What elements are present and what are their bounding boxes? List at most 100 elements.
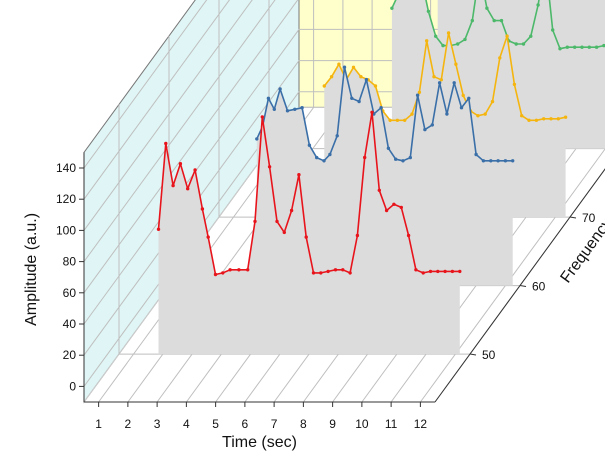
series-fill — [158, 112, 460, 355]
data-point — [326, 269, 330, 274]
data-point — [445, 112, 449, 116]
data-point — [255, 137, 259, 141]
chart-axes — [79, 152, 605, 407]
y-tick-label: 20 — [63, 348, 77, 362]
x-tick-label: 12 — [414, 417, 428, 431]
data-point — [425, 39, 429, 43]
data-point — [373, 84, 378, 88]
data-point — [359, 75, 363, 79]
data-point — [452, 81, 456, 85]
x-tick-label: 2 — [125, 417, 132, 431]
data-point — [237, 268, 241, 272]
data-point — [328, 152, 332, 157]
x-gridline — [419, 148, 605, 403]
data-point — [311, 271, 316, 275]
series-group — [255, 65, 515, 286]
data-point — [342, 65, 347, 69]
data-point — [315, 155, 319, 160]
data-point — [246, 268, 250, 272]
y-tick-label: 60 — [63, 286, 77, 300]
data-point — [563, 115, 568, 119]
data-point — [260, 115, 264, 119]
data-point — [401, 159, 405, 163]
data-point — [505, 34, 509, 38]
data-point — [536, 3, 540, 7]
data-point — [556, 117, 560, 121]
data-point — [476, 114, 480, 118]
z-tick-label: 60 — [532, 280, 546, 294]
data-point — [322, 84, 326, 88]
data-point — [408, 155, 412, 160]
x-tick-label: 1 — [95, 417, 102, 431]
data-point — [293, 107, 297, 112]
data-point — [322, 159, 326, 163]
series-group — [156, 110, 462, 355]
data-point — [594, 45, 599, 49]
z-axis-line — [434, 168, 605, 403]
data-point — [206, 235, 210, 239]
data-point — [392, 202, 396, 206]
data-point — [272, 107, 276, 112]
x-tick-label: 7 — [271, 417, 278, 431]
data-point — [394, 157, 398, 161]
data-point — [503, 159, 508, 163]
data-point — [341, 268, 345, 272]
data-point — [498, 56, 502, 60]
data-point — [350, 96, 354, 101]
data-point — [565, 45, 569, 49]
data-point — [377, 188, 381, 192]
data-point — [454, 62, 458, 66]
z-tick-mark — [469, 353, 477, 356]
data-point — [221, 271, 225, 275]
data-point — [534, 118, 539, 123]
data-point — [463, 37, 467, 42]
y-gridline — [83, 0, 276, 262]
data-point — [388, 118, 392, 123]
data-point — [186, 187, 190, 191]
data-point — [527, 118, 531, 123]
x-tick-label: 3 — [154, 417, 161, 431]
y-axis-title: Amplitude (a.u.) — [23, 213, 40, 326]
y-tick-label: 80 — [63, 255, 77, 269]
data-point — [439, 78, 443, 82]
data-point — [551, 28, 555, 32]
data-point — [156, 227, 161, 231]
y-gridline — [83, 0, 299, 294]
x-axis-title: Time (sec) — [222, 434, 297, 451]
data-point — [434, 34, 438, 38]
y-gridline — [83, 0, 208, 169]
data-point — [437, 81, 442, 85]
data-point — [481, 159, 486, 163]
data-point — [282, 230, 286, 235]
data-point — [558, 47, 562, 51]
y-tick-label: 100 — [56, 223, 76, 237]
x-tick-label: 6 — [242, 417, 249, 431]
y-tick-label: 40 — [63, 317, 77, 331]
data-point — [337, 62, 341, 66]
data-point — [489, 159, 493, 163]
data-point — [474, 152, 478, 157]
z-tick-mark — [569, 216, 577, 219]
data-point — [355, 233, 360, 238]
y-gridline — [83, 0, 253, 231]
data-point — [461, 93, 465, 98]
data-point — [458, 269, 462, 274]
data-point — [406, 233, 411, 238]
data-point — [171, 183, 175, 188]
data-point — [351, 65, 356, 70]
x-tick-label: 11 — [385, 417, 398, 431]
data-point — [395, 118, 400, 123]
data-point — [428, 269, 433, 274]
data-point — [587, 45, 591, 49]
data-point — [357, 99, 361, 104]
data-point — [414, 268, 418, 272]
data-point — [193, 168, 197, 172]
data-point — [266, 96, 271, 101]
chart-tick-labels: 1234567891011120204060801001201405060708… — [56, 161, 596, 431]
y-gridline — [83, 0, 230, 200]
data-point — [496, 159, 500, 163]
data-point — [304, 235, 308, 239]
x-tick-label: 9 — [329, 417, 336, 431]
data-point — [485, 6, 489, 10]
